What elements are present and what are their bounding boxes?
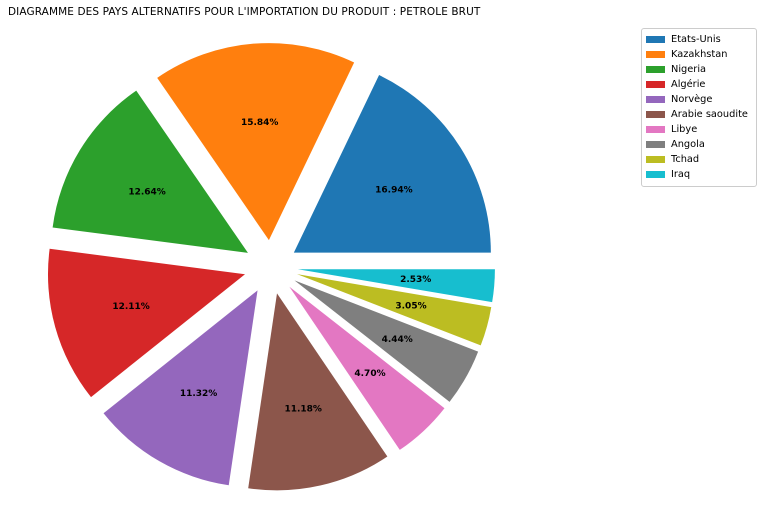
pie-percentage-label: 15.84% [241, 118, 279, 128]
legend-item-nigeria: Nigeria [646, 62, 752, 77]
legend-item-arabie-saoudite: Arabie saoudite [646, 107, 752, 122]
pie-slice-norv-ge [103, 290, 258, 486]
pie-slice-alg-rie [47, 248, 245, 398]
legend-label: Nigeria [671, 64, 707, 75]
legend-box: Etats-Unis Kazakhstan Nigeria Algérie Norvèg… [641, 28, 757, 187]
legend-item-kazakhstan: Kazakhstan [646, 47, 752, 62]
pie-percentage-labels: 16.94% 15.84% 12.64% 12.11% 11.32% 11.18% 4.70… [112, 118, 431, 414]
legend-color-swatch [646, 81, 665, 88]
legend-item-tchad: Tchad [646, 152, 752, 167]
legend-label: Algérie [671, 79, 706, 90]
legend-color-swatch [646, 66, 665, 73]
pie-slice-iraq [297, 269, 495, 303]
legend-label: Angola [671, 139, 705, 150]
legend-item-alg-rie: Algérie [646, 77, 752, 92]
legend-color-swatch [646, 126, 665, 133]
legend-label: Tchad [671, 154, 700, 165]
legend-label: Norvège [671, 94, 713, 105]
legend-label: Arabie saoudite [671, 109, 748, 120]
legend-color-swatch [646, 36, 665, 43]
legend-label: Iraq [671, 169, 691, 180]
pie-slice-nigeria [52, 90, 248, 253]
pie-percentage-label: 3.05% [395, 302, 426, 312]
pie-percentage-label: 16.94% [375, 186, 413, 196]
chart-title: DIAGRAMME DES PAYS ALTERNATIFS POUR L'IM… [8, 6, 481, 18]
legend-label: Etats-Unis [671, 34, 721, 45]
legend-color-swatch [646, 156, 665, 163]
legend-item-iraq: Iraq [646, 167, 752, 182]
legend-item-etats-unis: Etats-Unis [646, 32, 752, 47]
pie-percentage-label: 12.64% [128, 187, 166, 197]
pie-slice-angola [294, 280, 479, 402]
pie-slice-tchad [297, 274, 492, 346]
pie-percentage-label: 12.11% [112, 302, 150, 312]
legend-color-swatch [646, 96, 665, 103]
legend-item-angola: Angola [646, 137, 752, 152]
legend-color-swatch [646, 171, 665, 178]
pie-percentage-label: 4.70% [354, 369, 385, 379]
legend-label: Kazakhstan [671, 49, 728, 60]
legend-item-norv-ge: Norvège [646, 92, 752, 107]
legend-label: Libye [671, 124, 698, 135]
legend-color-swatch [646, 111, 665, 118]
pie-percentage-label: 11.32% [180, 389, 218, 399]
pie-slices [47, 43, 495, 491]
legend-color-swatch [646, 141, 665, 148]
pie-percentage-label: 11.18% [284, 405, 322, 415]
pie-percentage-label: 4.44% [382, 335, 413, 345]
pie-slice-etats-unis [293, 75, 491, 253]
legend-item-libye: Libye [646, 122, 752, 137]
pie-percentage-label: 2.53% [400, 275, 431, 285]
pie-slice-arabie-saoudite [248, 293, 388, 491]
legend-color-swatch [646, 51, 665, 58]
pie-slice-libye [289, 286, 445, 450]
pie-slice-kazakhstan [157, 43, 355, 241]
